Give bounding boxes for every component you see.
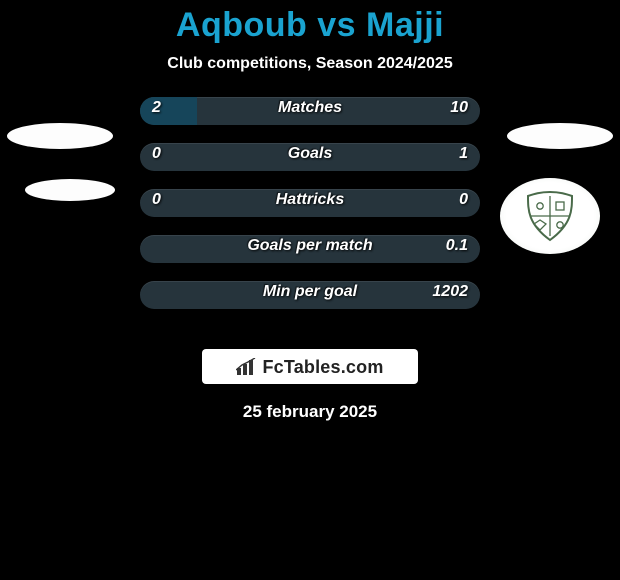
brand-name: FcTables.com [262,357,383,377]
stat-row: Min per goal1202 [140,281,480,309]
stat-row: 2Matches10 [140,97,480,125]
stat-value-right: 0.1 [446,237,468,255]
stat-value-right: 1202 [432,283,468,301]
stat-row: 0Hattricks0 [140,189,480,217]
stat-value-right: 0 [459,191,468,209]
stat-row: 0Goals1 [140,143,480,171]
bar-chart-icon [236,358,258,376]
stat-row: Goals per match0.1 [140,235,480,263]
footer-date: 25 february 2025 [0,402,620,422]
stat-value-right: 1 [459,145,468,163]
stat-bar-left-segment [140,97,197,125]
stat-label: Hattricks [140,191,480,209]
stat-value-right: 10 [450,99,468,117]
stat-value-left: 0 [152,191,161,209]
stat-label: Goals [140,145,480,163]
title-team-a: Aqboub [176,6,307,44]
subtitle: Club competitions, Season 2024/2025 [0,55,620,73]
page-title: Aqboub vs Majji [0,0,620,45]
title-vs: vs [307,6,366,44]
stats-bars: 2Matches100Goals10Hattricks0Goals per ma… [0,97,620,337]
brand-attribution: FcTables.com [202,349,418,384]
comparison-infographic: Aqboub vs Majji Club competitions, Seaso… [0,0,620,422]
stat-value-left: 0 [152,145,161,163]
title-team-b: Majji [366,6,444,44]
stat-label: Goals per match [140,237,480,255]
stat-label: Min per goal [140,283,480,301]
